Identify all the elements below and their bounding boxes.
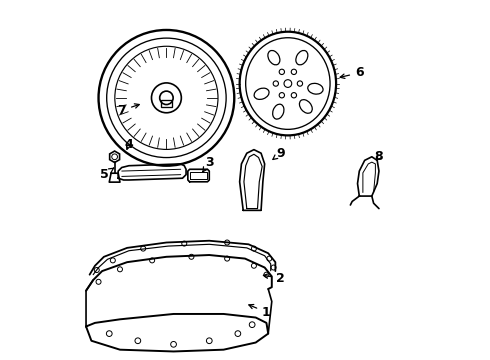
Text: 3: 3 xyxy=(203,156,214,172)
Text: 7: 7 xyxy=(118,104,139,117)
Text: 2: 2 xyxy=(264,272,285,285)
Text: 4: 4 xyxy=(124,138,133,151)
Text: 6: 6 xyxy=(340,66,364,79)
Bar xyxy=(161,100,172,107)
Text: 9: 9 xyxy=(273,147,285,160)
Text: 1: 1 xyxy=(249,305,271,319)
Text: 5: 5 xyxy=(99,168,114,181)
Text: 8: 8 xyxy=(375,150,383,163)
